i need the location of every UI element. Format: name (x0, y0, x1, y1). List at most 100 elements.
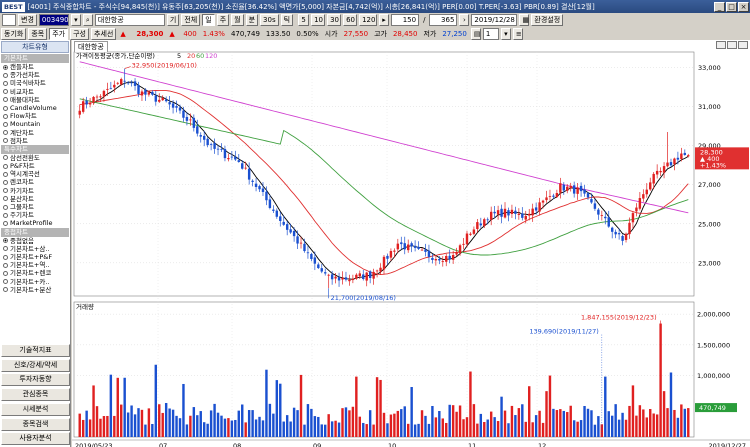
radio-icon[interactable] (3, 89, 8, 95)
grid-icon[interactable]: ▤ (470, 27, 481, 40)
tick-button[interactable]: 틱 (280, 14, 294, 26)
chart-type-option[interactable]: 캔들차트 (0, 63, 70, 71)
radio-icon[interactable] (3, 138, 8, 144)
radio-icon[interactable] (3, 97, 8, 103)
radio-icon[interactable] (3, 72, 8, 78)
close-chart-icon[interactable] (738, 41, 748, 49)
stock-tab[interactable]: 종목 (28, 27, 48, 40)
chart-type-option[interactable]: 비교차트 (0, 88, 70, 96)
radio-icon[interactable] (3, 180, 8, 186)
calendar-icon[interactable]: ▦ (519, 14, 530, 26)
month-button[interactable]: 월 (231, 14, 244, 26)
radio-icon[interactable] (3, 64, 8, 70)
chart-type-option[interactable]: 카기차트 (0, 187, 70, 195)
chart-type-option[interactable]: P&F차트 (0, 162, 70, 170)
radio-icon[interactable] (3, 212, 8, 218)
all-button[interactable]: 전체 (181, 14, 201, 26)
price-tab[interactable]: 주가 (49, 27, 69, 40)
layout-combo[interactable] (2, 14, 16, 26)
radio-icon[interactable] (3, 105, 8, 111)
radio-icon[interactable] (3, 287, 8, 293)
radio-icon[interactable] (3, 254, 8, 260)
chart-type-option[interactable]: 분산차트 (0, 195, 70, 203)
more-icon[interactable]: ▸ (379, 14, 390, 26)
chart-area[interactable]: 대한항공 33,000 31,000 29,000 27,000 25,000 23,00… (72, 40, 750, 447)
chart-type-option[interactable]: 종가선차트 (0, 71, 70, 79)
week-button[interactable]: 주 (216, 14, 230, 26)
chart-type-option[interactable]: 기본차트+카.. (0, 278, 70, 286)
chart-type-option[interactable]: 미국식바차트 (0, 79, 70, 87)
radio-icon[interactable] (3, 262, 8, 268)
tile-icon[interactable] (716, 41, 726, 49)
stock-name-field[interactable]: 대한항공 (94, 14, 165, 26)
day-button[interactable]: 일 (202, 14, 215, 26)
side-button[interactable]: 관심종목 (1, 388, 70, 402)
chart-type-option[interactable]: 그물차트 (0, 203, 70, 211)
min-30-button[interactable]: 30 (327, 14, 342, 26)
chart-type-option[interactable]: CandleVolume (0, 104, 70, 112)
chart-type-option[interactable]: 기본차트+역.. (0, 261, 70, 269)
candlestick-chart[interactable]: 33,000 31,000 29,000 27,000 25,000 23,000 2,00… (72, 40, 750, 447)
list-icon[interactable]: ≡ (512, 27, 523, 40)
side-button[interactable]: 신호/강세/약세 (1, 358, 70, 372)
stock-code-input[interactable]: 003490 (38, 14, 69, 26)
side-button[interactable]: 사용자분석 (1, 432, 70, 446)
min-10-button[interactable]: 10 (311, 14, 326, 26)
chart-type-option[interactable]: MarketProfile (0, 219, 70, 227)
min-5-button[interactable]: 5 (298, 14, 310, 26)
chart-type-option[interactable]: 기본차트+P&F (0, 253, 70, 261)
radio-icon[interactable] (3, 80, 8, 86)
chart-type-option[interactable]: 중첩없음 (0, 237, 70, 245)
close-button[interactable]: × (738, 1, 749, 12)
chart-type-option[interactable]: 기본차트+분산 (0, 286, 70, 294)
chart-type-option[interactable]: 주기차트 (0, 211, 70, 219)
spinner-input[interactable]: 1 (482, 27, 499, 40)
radio-icon[interactable] (3, 155, 8, 161)
settings-button[interactable]: 환경설정 (531, 14, 564, 26)
chart-type-option[interactable]: 기본차트+삼.. (0, 245, 70, 253)
spinner-arrow-icon[interactable]: ▾ (500, 27, 511, 40)
side-button[interactable]: 기술적지표 (1, 344, 70, 357)
radio-icon[interactable] (3, 121, 8, 127)
period-button[interactable]: 기 (166, 14, 180, 26)
chart-type-option[interactable]: 매물대차트 (0, 96, 70, 104)
compose-tab[interactable]: 구성 (70, 27, 89, 40)
chart-type-option[interactable]: 렌코차트 (0, 178, 70, 186)
count-input[interactable]: 150 (391, 14, 420, 26)
side-button[interactable]: 투자자동향 (1, 373, 70, 387)
sync-button[interactable]: 동기화 (1, 27, 27, 40)
radio-icon[interactable] (3, 238, 8, 244)
chevron-right-icon[interactable]: › (459, 14, 470, 26)
chart-type-option[interactable]: 기본차트+렌코 (0, 269, 70, 277)
chart-type-option[interactable]: 삼선전환도 (0, 154, 70, 162)
chart-type-option[interactable]: 계단차트 (0, 129, 70, 137)
change-button[interactable]: 변경 (18, 14, 37, 26)
radio-icon[interactable] (3, 279, 8, 285)
date-input[interactable]: 2019/12/28 (471, 14, 518, 26)
minute-button[interactable]: 분 (245, 14, 259, 26)
min-120-button[interactable]: 120 (359, 14, 378, 26)
radio-icon[interactable] (3, 220, 8, 226)
radio-icon[interactable] (3, 246, 8, 252)
min-60-button[interactable]: 60 (343, 14, 358, 26)
radio-icon[interactable] (3, 171, 8, 177)
radio-icon[interactable] (3, 204, 8, 210)
maximize-button[interactable]: □ (726, 1, 737, 12)
minimize-button[interactable]: _ (714, 1, 725, 12)
search-icon[interactable]: ⌕ (82, 14, 93, 26)
radio-icon[interactable] (3, 188, 8, 194)
radio-icon[interactable] (3, 130, 8, 136)
side-button[interactable]: 시세분석 (1, 402, 70, 416)
expand-icon[interactable] (727, 41, 737, 49)
chart-type-option[interactable]: 점차트 (0, 137, 70, 145)
radio-icon[interactable] (3, 270, 8, 276)
radio-icon[interactable] (3, 196, 8, 202)
dropdown-arrow-icon[interactable]: ▾ (70, 14, 81, 26)
radio-icon[interactable] (3, 163, 8, 169)
sec30-button[interactable]: 30s (260, 14, 279, 26)
total-input[interactable]: 365 (429, 14, 458, 26)
side-button[interactable]: 종목검색 (1, 417, 70, 431)
chart-type-option[interactable]: Mountain (0, 120, 70, 128)
trendline-tab[interactable]: 추세선 (91, 27, 117, 40)
chart-type-option[interactable]: Flow차트 (0, 112, 70, 120)
